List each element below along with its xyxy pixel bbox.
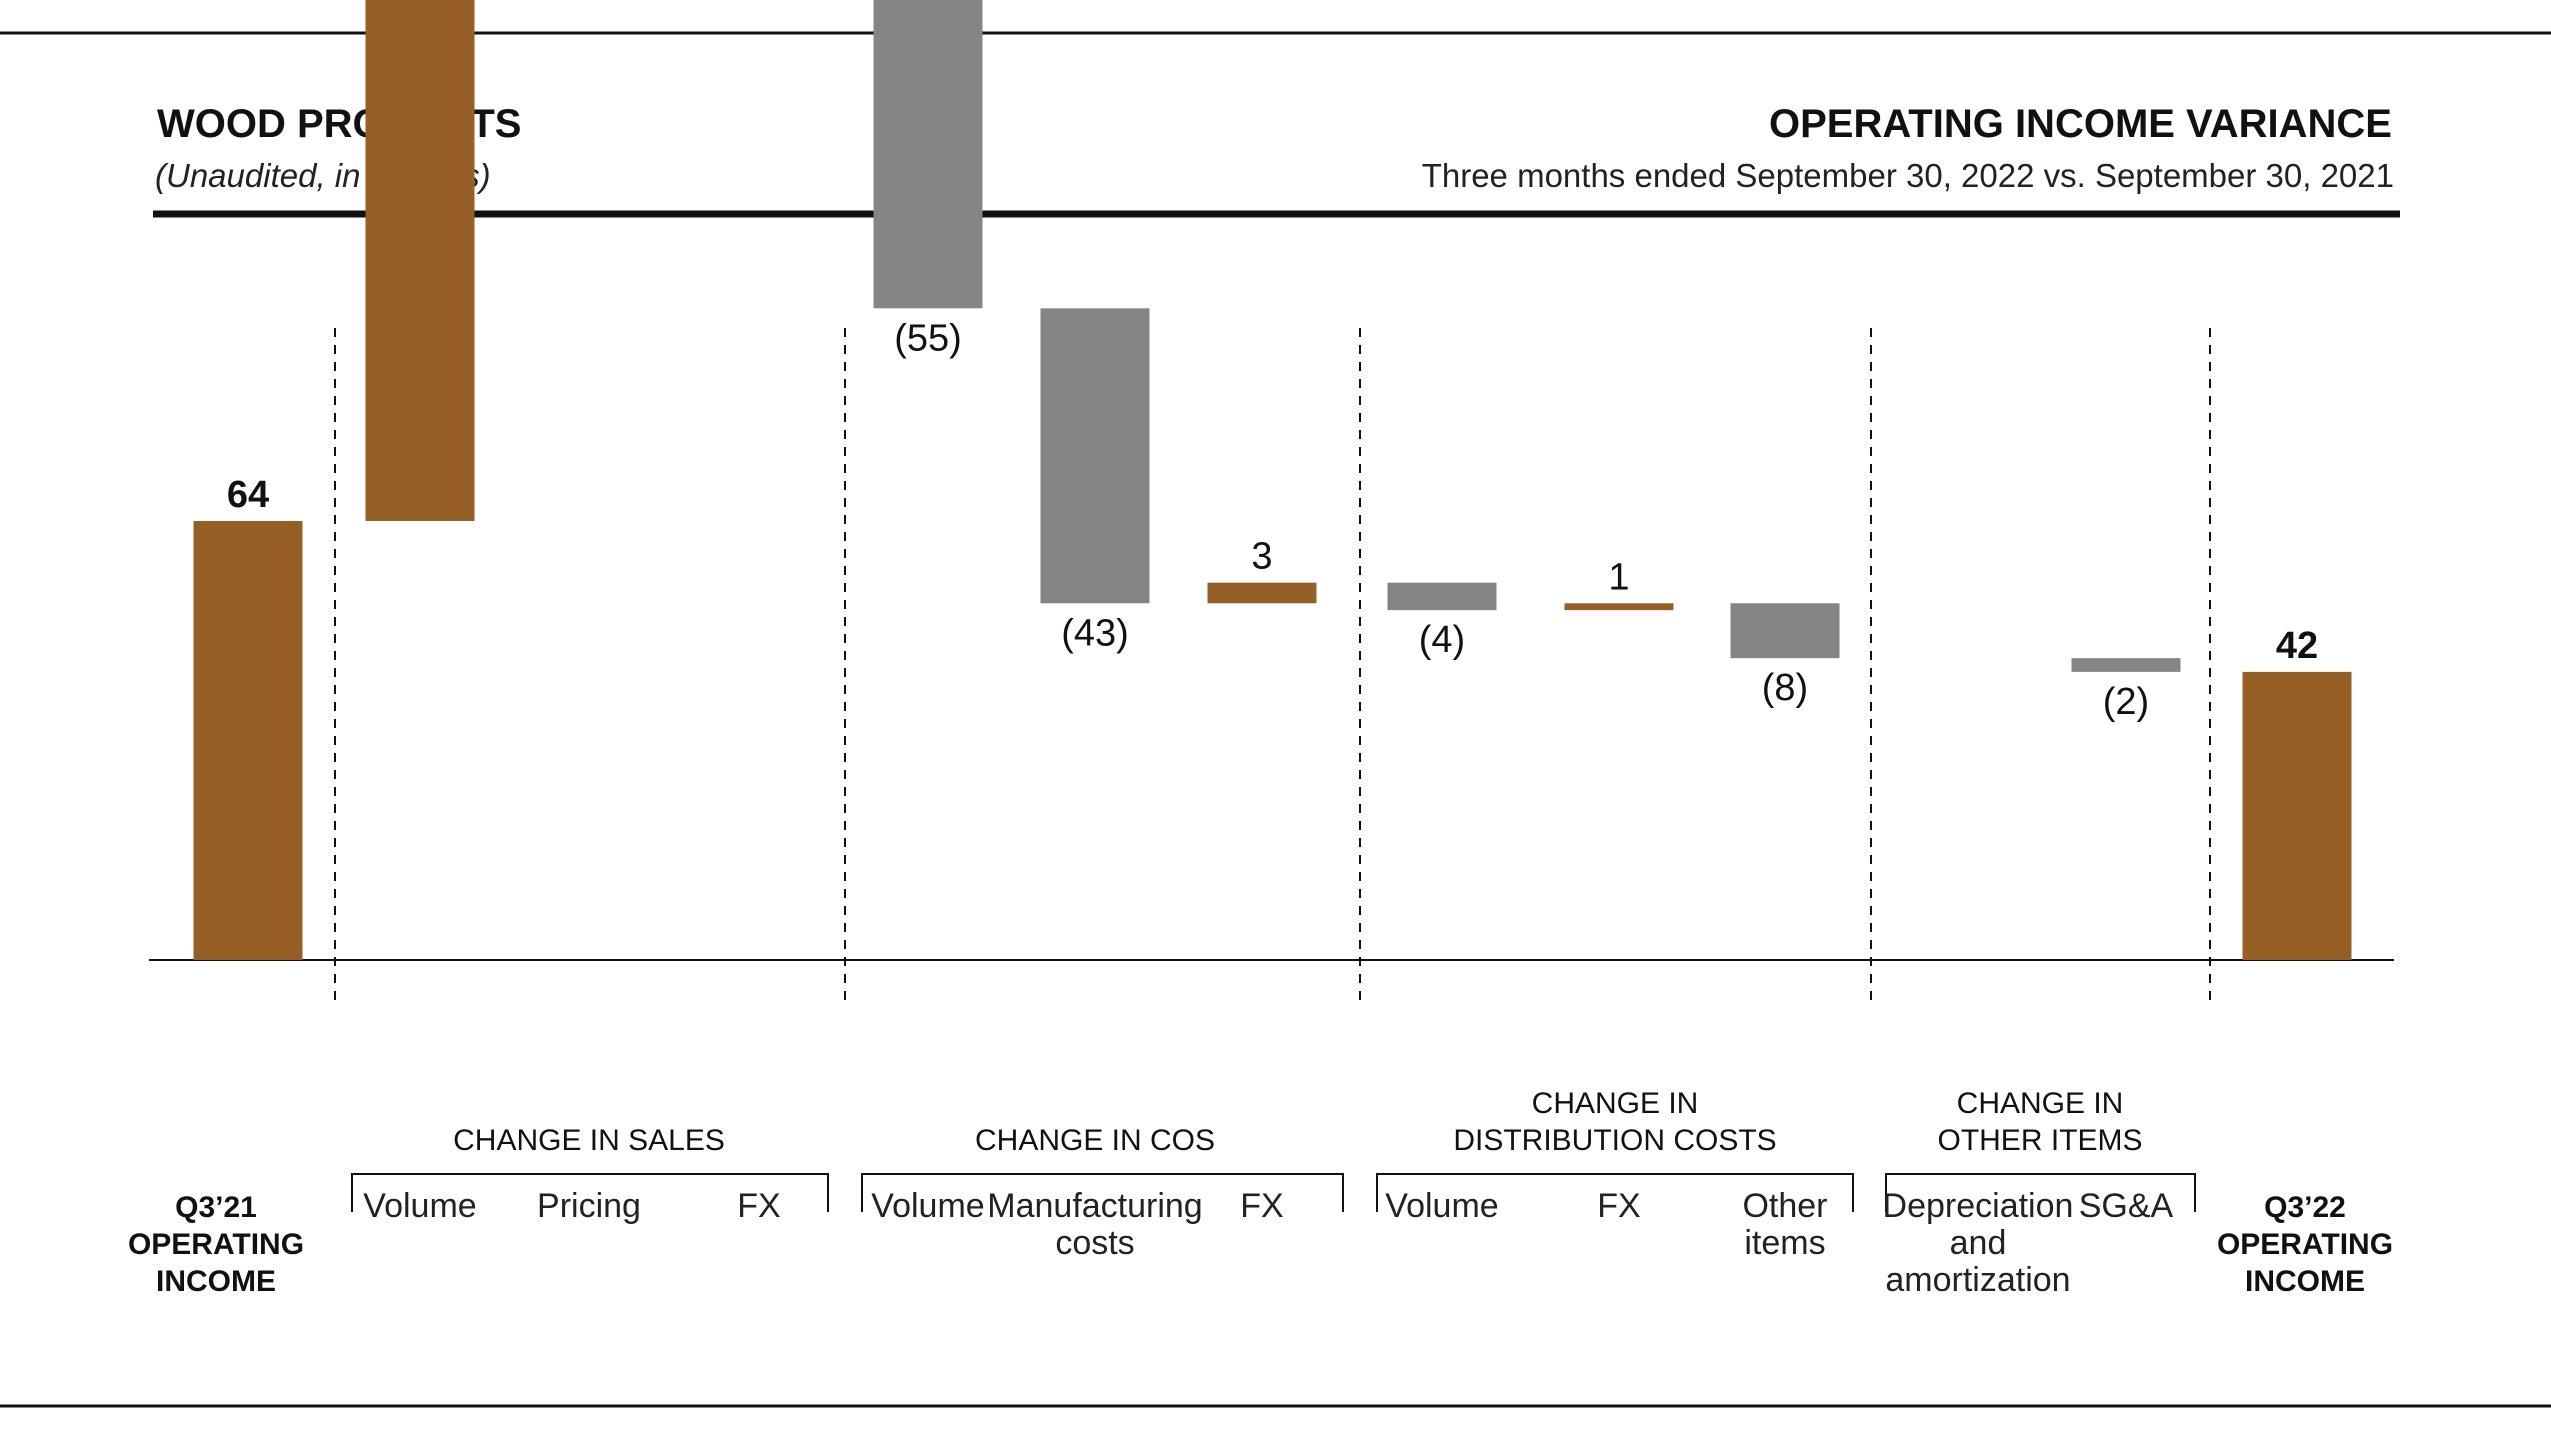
bar-change-in-cos-fx bbox=[1207, 582, 1317, 604]
category-label: Pricing bbox=[537, 1187, 641, 1225]
category-label: Volume bbox=[363, 1187, 476, 1225]
end-category-label: Q3’22 bbox=[2264, 1191, 2346, 1224]
chart-title: OPERATING INCOME VARIANCE bbox=[1769, 102, 2392, 146]
group-bracket bbox=[1885, 1173, 2196, 1212]
start-category-label: Q3’21 bbox=[175, 1191, 257, 1224]
bar-start-total bbox=[193, 520, 303, 960]
category-label: Volume bbox=[871, 1187, 984, 1225]
start-category-label: OPERATING bbox=[128, 1228, 304, 1261]
category-label: FX bbox=[1597, 1187, 1640, 1225]
value-label: (8) bbox=[1762, 667, 1808, 709]
category-label: and bbox=[1950, 1224, 2007, 1262]
bar-change-in-distribution-costs-fx bbox=[1564, 603, 1674, 611]
bar-change-in-cos-volume bbox=[873, 0, 983, 309]
group-name: OTHER ITEMS bbox=[1937, 1124, 2142, 1157]
category-label: Other bbox=[1742, 1187, 1827, 1225]
group-name: CHANGE IN bbox=[1957, 1087, 2124, 1120]
value-label: (2) bbox=[2103, 681, 2149, 723]
value-label-end: 42 bbox=[2276, 625, 2318, 667]
bar-change-in-cos-manufacturing-costs bbox=[1040, 308, 1150, 604]
value-label: (55) bbox=[894, 317, 962, 359]
group-bracket bbox=[351, 1173, 829, 1212]
category-label: Manufacturing bbox=[987, 1187, 1202, 1225]
group-bracket bbox=[1376, 1173, 1854, 1212]
value-label: 1 bbox=[1608, 556, 1629, 598]
category-label: Depreciation bbox=[1883, 1187, 2074, 1225]
value-label: 3 bbox=[1251, 536, 1272, 578]
bar-change-in-other-items-sg-a bbox=[2071, 658, 2181, 672]
category-label: SG&A bbox=[2079, 1187, 2174, 1225]
category-label: FX bbox=[1240, 1187, 1283, 1225]
value-label-start: 64 bbox=[227, 474, 269, 516]
bar-change-in-distribution-costs-other-items bbox=[1730, 603, 1840, 659]
category-label: Volume bbox=[1385, 1187, 1498, 1225]
end-category-label: OPERATING bbox=[2217, 1228, 2393, 1261]
value-label: (43) bbox=[1061, 612, 1129, 654]
group-name: CHANGE IN bbox=[1532, 1087, 1699, 1120]
chart-subtitle: Three months ended September 30, 2022 vs… bbox=[1422, 157, 2394, 194]
category-label: amortization bbox=[1885, 1261, 2070, 1299]
group-name: CHANGE IN COS bbox=[975, 1124, 1215, 1157]
category-label: FX bbox=[737, 1187, 780, 1225]
bar-change-in-distribution-costs-volume bbox=[1387, 582, 1497, 611]
bar-end-total bbox=[2242, 671, 2352, 960]
end-category-label: INCOME bbox=[2245, 1265, 2365, 1298]
group-name: CHANGE IN SALES bbox=[453, 1124, 725, 1157]
bar-change-in-sales-volume bbox=[365, 0, 475, 521]
group-bracket bbox=[861, 1173, 1344, 1212]
group-name: DISTRIBUTION COSTS bbox=[1453, 1124, 1776, 1157]
start-category-label: INCOME bbox=[156, 1265, 276, 1298]
category-label: costs bbox=[1055, 1224, 1134, 1262]
value-label: (4) bbox=[1419, 619, 1465, 661]
category-label: items bbox=[1744, 1224, 1825, 1262]
